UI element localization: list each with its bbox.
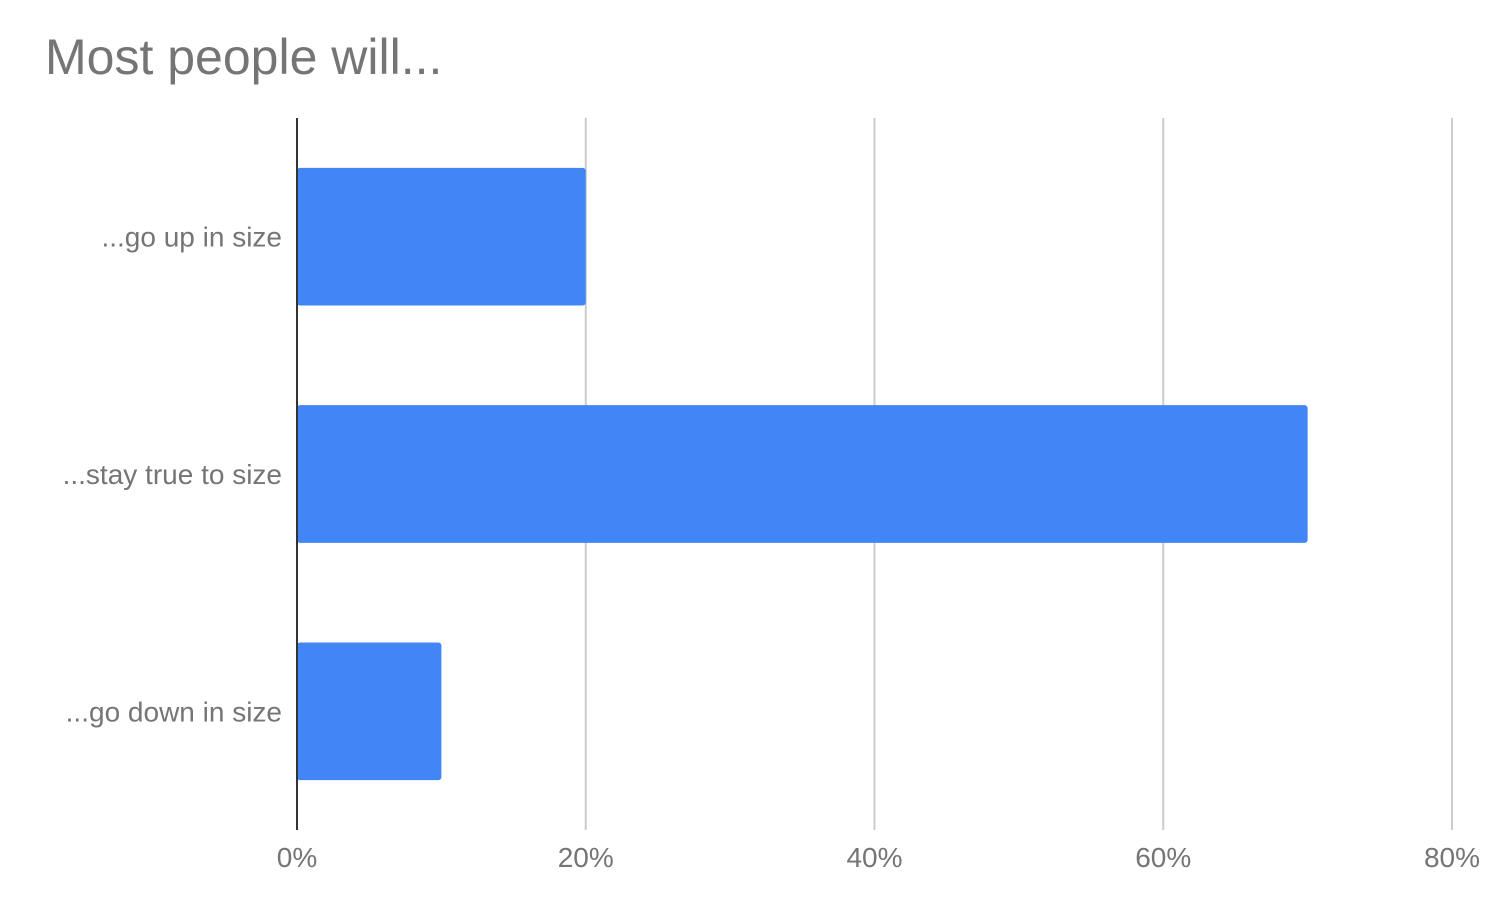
category-label: ...go down in size [66, 696, 282, 727]
x-axis-ticks: 0% 20% 40% 60% 80% [277, 842, 1480, 873]
bar [297, 167, 586, 306]
x-tick-label: 40% [846, 842, 902, 873]
x-tick-label: 20% [558, 842, 614, 873]
chart-title: Most people will... [45, 29, 443, 85]
bar [297, 642, 442, 781]
category-labels: ...go up in size ...stay true to size ...g… [63, 222, 282, 728]
bars [297, 167, 1308, 781]
x-tick-label: 0% [277, 842, 317, 873]
bar [297, 405, 1308, 543]
category-label: ...stay true to size [63, 459, 282, 490]
x-tick-label: 60% [1135, 842, 1191, 873]
x-tick-label: 80% [1424, 842, 1480, 873]
category-label: ...go up in size [101, 222, 282, 253]
